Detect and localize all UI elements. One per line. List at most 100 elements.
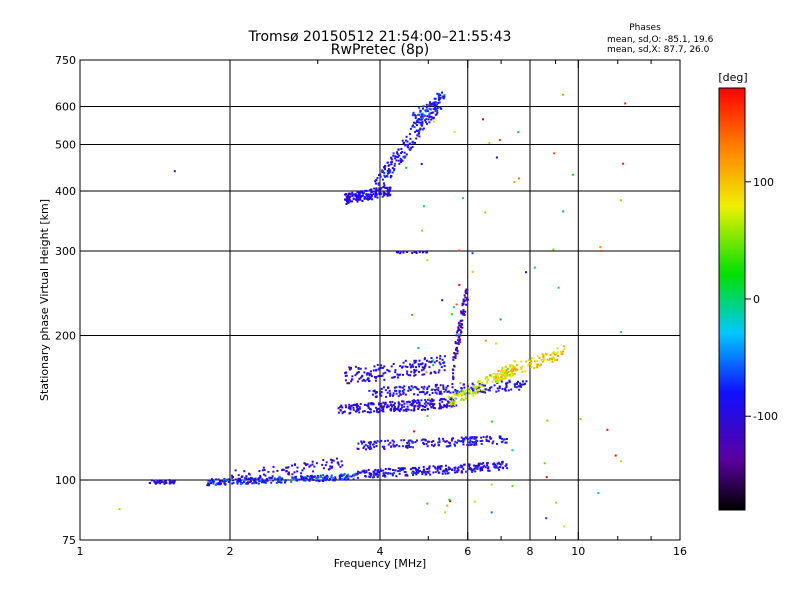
data-point [418, 118, 421, 121]
data-point [511, 368, 514, 370]
data-point [306, 463, 309, 466]
data-point [454, 466, 457, 469]
data-point [340, 460, 343, 463]
data-point [407, 408, 410, 411]
data-point [405, 444, 408, 447]
data-point [438, 441, 441, 444]
data-point [335, 457, 338, 460]
data-point [339, 408, 342, 411]
data-point [449, 391, 452, 394]
data-point [384, 371, 387, 374]
data-point [432, 117, 435, 120]
data-point [505, 438, 508, 440]
data-point [373, 446, 376, 449]
data-point [405, 410, 408, 412]
data-point [486, 464, 489, 467]
data-point [417, 401, 420, 404]
data-point [356, 472, 359, 475]
y-tick-label: 400 [55, 185, 76, 198]
data-point [382, 472, 385, 475]
data-point [489, 387, 492, 389]
data-point [505, 441, 508, 444]
data-point [387, 193, 390, 196]
data-point [339, 474, 342, 477]
data-point [392, 376, 395, 379]
data-point [421, 366, 424, 369]
data-point [384, 468, 387, 470]
data-point [386, 194, 389, 197]
data-point [456, 331, 458, 334]
data-point [439, 467, 442, 470]
data-point [264, 480, 267, 483]
data-point [291, 473, 294, 476]
data-point [369, 193, 372, 196]
data-point [402, 409, 405, 412]
data-point [409, 363, 411, 366]
data-point [368, 189, 371, 192]
data-point [508, 380, 511, 383]
data-point [476, 467, 479, 470]
data-point [380, 366, 383, 369]
data-point [381, 409, 384, 412]
data-point [476, 380, 479, 383]
data-point [400, 439, 403, 442]
data-point [155, 482, 157, 485]
data-point [328, 467, 331, 470]
data-point [452, 376, 455, 379]
data-point [343, 193, 346, 196]
data-point [391, 171, 394, 174]
data-point [390, 161, 392, 164]
data-point [363, 445, 366, 448]
data-point [409, 366, 412, 369]
data-point [330, 466, 333, 469]
data-point [421, 373, 424, 376]
data-point [412, 124, 414, 127]
data-point [414, 114, 417, 117]
data-point [250, 477, 253, 480]
data-point [384, 389, 387, 392]
y-tick-label: 300 [55, 245, 76, 258]
data-point [411, 386, 414, 389]
data-point [473, 391, 476, 394]
data-point [432, 103, 435, 106]
data-point [505, 384, 508, 387]
data-point [271, 475, 274, 478]
data-point [348, 195, 351, 198]
data-point [413, 399, 415, 402]
data-point [599, 250, 602, 252]
data-point [432, 404, 435, 407]
data-point [435, 113, 438, 116]
data-point [555, 501, 557, 504]
data-point [439, 355, 442, 358]
data-point [393, 402, 396, 405]
data-point [400, 158, 403, 161]
data-point [354, 195, 357, 197]
data-point [468, 465, 471, 468]
data-point [236, 480, 239, 483]
x-tick-label: 4 [377, 545, 384, 558]
data-point [480, 390, 483, 393]
data-point [303, 476, 306, 479]
data-point [351, 404, 354, 407]
data-point [397, 406, 400, 409]
data-point [392, 443, 395, 446]
phase-stats-x: mean, sd,X: 87.7, 26.0 [607, 45, 710, 55]
data-point [507, 370, 510, 373]
data-point [380, 439, 383, 442]
data-point [431, 111, 433, 114]
data-point [504, 441, 507, 444]
data-point [351, 191, 354, 194]
data-point [365, 194, 368, 197]
data-point [486, 462, 489, 465]
data-point [479, 462, 482, 465]
data-point [391, 439, 394, 442]
data-point [435, 388, 438, 391]
data-point [381, 374, 384, 377]
data-point [373, 365, 376, 368]
data-point [475, 385, 478, 388]
data-point [427, 398, 430, 401]
data-point [432, 107, 435, 110]
data-point [348, 382, 351, 385]
data-point [237, 474, 240, 477]
data-point [428, 107, 431, 110]
